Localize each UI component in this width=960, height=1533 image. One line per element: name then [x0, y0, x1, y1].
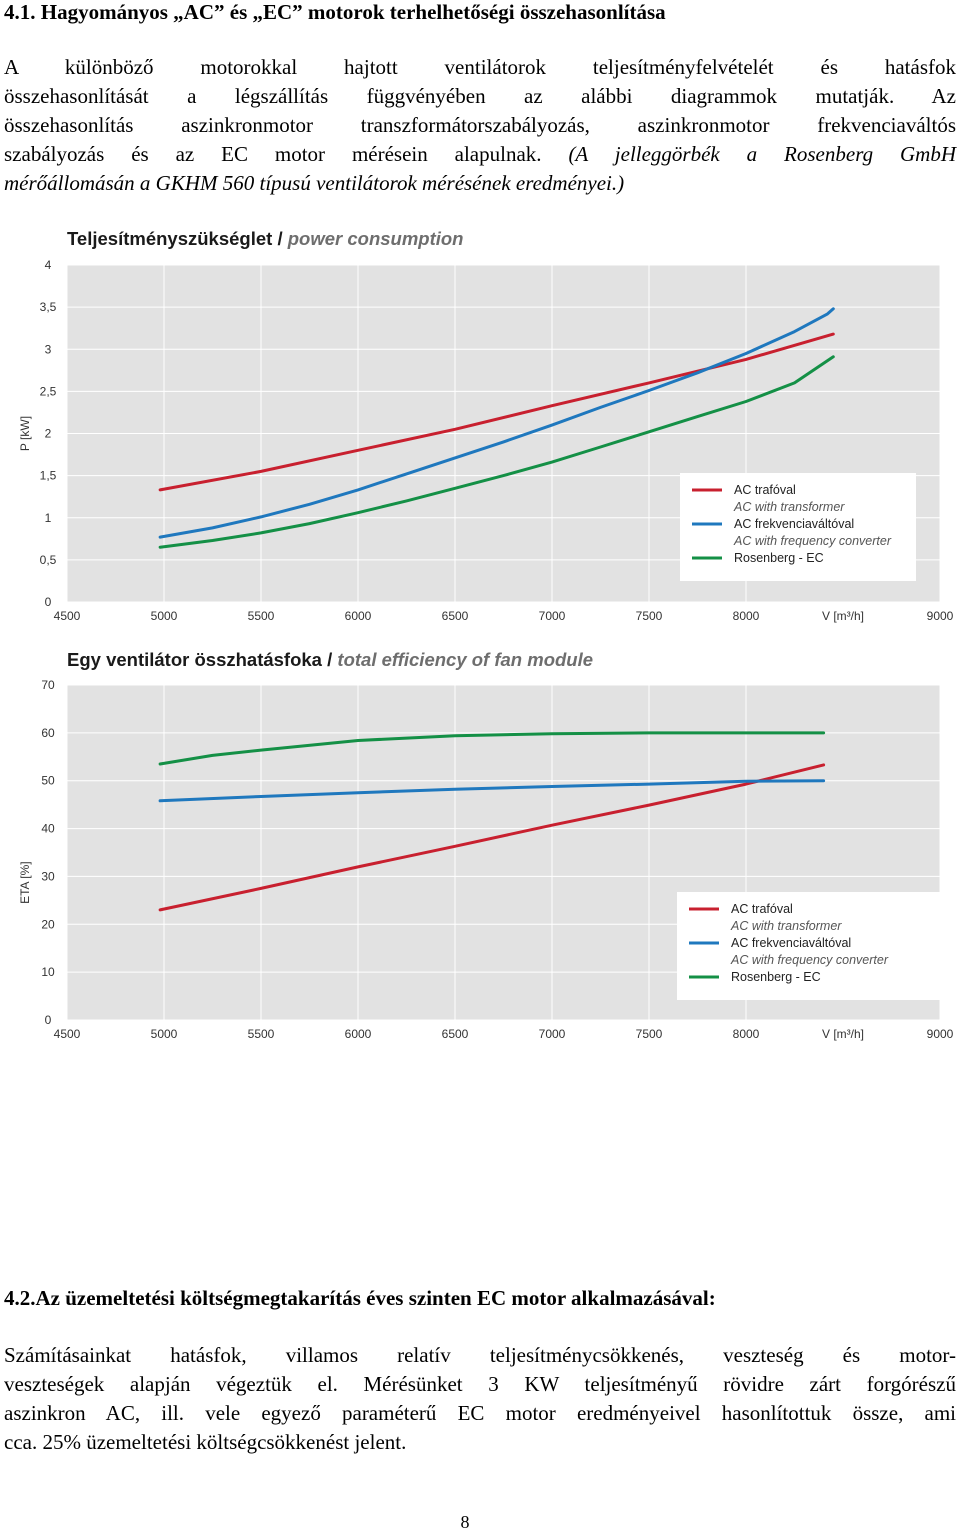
efficiency-chart-svg: Egy ventilátor összhatásfoka / total eff…	[18, 649, 954, 1041]
series-line-3	[158, 355, 835, 549]
x-tick-label: 9000	[927, 1027, 954, 1041]
x-tick-label: 5500	[248, 1027, 275, 1041]
series-line-3	[158, 731, 826, 766]
section-4-2-paragraph: Számításainkat hatásfok, villamos relatí…	[4, 1341, 956, 1457]
legend-label: AC trafóval	[731, 902, 793, 916]
legend: AC trafóval AC with transformer AC frekven…	[680, 473, 916, 581]
chart-title-text: Egy ventilátor összhatásfoka	[67, 649, 323, 670]
paragraph-line: cca. 25% üzemeltetési költségcsökkenést …	[4, 1430, 407, 1454]
series-line-2	[158, 779, 826, 803]
y-tick-label: 10	[41, 965, 55, 979]
series-line-1	[158, 763, 826, 912]
y-axis-label: P [kW]	[18, 416, 32, 451]
x-axis-label: V [m³/h]	[822, 1027, 864, 1041]
chart-title: Egy ventilátor összhatásfoka / total eff…	[67, 649, 593, 670]
y-tick-label: 0,5	[40, 553, 57, 567]
x-tick-label: 5000	[151, 1027, 178, 1041]
paragraph-line: veszteségek alapján végeztük el. Mérésün…	[4, 1372, 956, 1396]
y-tick-label: 2,5	[40, 384, 57, 398]
paragraph-line: összehasonlítás aszinkronmotor transzfor…	[4, 113, 956, 137]
x-tick-label: 6500	[442, 1027, 469, 1041]
x-tick-label: 4500	[54, 1027, 81, 1041]
page-number: 8	[460, 1512, 470, 1532]
x-tick-label: 6000	[345, 1027, 372, 1041]
x-tick-label: 7500	[636, 609, 663, 623]
power-consumption-chart: Teljesítményszükséglet / power consumpti…	[0, 222, 960, 632]
x-tick-label: 5500	[248, 609, 275, 623]
y-tick-label: 0	[45, 1013, 52, 1027]
y-tick-label: 20	[41, 917, 55, 931]
x-tick-label: 6000	[345, 609, 372, 623]
chart-subtitle: power consumption	[287, 228, 464, 249]
x-tick-label: 8000	[733, 1027, 760, 1041]
x-axis-label: V [m³/h]	[822, 609, 864, 623]
y-tick-label: 50	[41, 774, 55, 788]
x-tick-label: 9000	[927, 609, 954, 623]
paragraph-line: Számításainkat hatásfok, villamos relatí…	[4, 1343, 956, 1367]
x-tick-label: 7500	[636, 1027, 663, 1041]
paragraph-line: mérőállomásán a GKHM 560 típusú ventilát…	[4, 171, 625, 195]
section-4-2-heading: 4.2.Az üzemeltetési költségmegtakarítás …	[4, 1286, 716, 1310]
y-axis-label: ETA [%]	[18, 861, 32, 903]
paragraph-line: szabályozás és az EC motor mérésein alap…	[4, 140, 956, 169]
y-tick-label: 1	[45, 511, 52, 525]
legend-sublabel: AC with frequency converter	[733, 534, 892, 548]
legend-label: AC trafóval	[734, 483, 796, 497]
legend-label: Rosenberg - EC	[734, 551, 824, 565]
paragraph-italic-text: (A jelleggörbék a Rosenberg GmbH	[568, 142, 956, 166]
y-tick-label: 3,5	[40, 300, 57, 314]
chart-title-text: Teljesítményszükséglet	[67, 228, 272, 249]
paragraph-line: A különböző motorokkal hajtott ventiláto…	[4, 55, 956, 79]
paragraph-text: szabályozás és az EC motor mérésein alap…	[4, 142, 569, 166]
section-4-1-heading: 4.1. Hagyományos „AC” és „EC” motorok te…	[4, 0, 666, 24]
legend-sublabel: AC with transformer	[733, 500, 845, 514]
x-tick-label: 7000	[539, 609, 566, 623]
legend-label: AC frekvenciaváltóval	[734, 517, 854, 531]
chart-title-separator: /	[322, 649, 337, 670]
chart-subtitle: total efficiency of fan module	[337, 649, 593, 670]
chart-title: Teljesítményszükséglet / power consumpti…	[67, 228, 463, 249]
x-tick-label: 5000	[151, 609, 178, 623]
legend-sublabel: AC with frequency converter	[730, 953, 889, 967]
paragraph-line: aszinkron AC, ill. vele egyező paraméter…	[4, 1401, 956, 1425]
x-tick-label: 7000	[539, 1027, 566, 1041]
x-tick-label: 4500	[54, 609, 81, 623]
x-tick-label: 8000	[733, 609, 760, 623]
x-tick-label: 6500	[442, 609, 469, 623]
series-line-1	[158, 332, 835, 492]
chart-title-separator: /	[272, 228, 287, 249]
y-tick-label: 40	[41, 822, 55, 836]
paragraph-line: összehasonlítását a légszállítás függvén…	[4, 84, 956, 108]
y-tick-label: 0	[45, 595, 52, 609]
legend: AC trafóval AC with transformer AC frekven…	[677, 892, 940, 1000]
legend-box	[677, 892, 940, 1000]
y-tick-label: 2	[45, 427, 52, 441]
legend-label: Rosenberg - EC	[731, 970, 821, 984]
section-4-1-paragraph: A különböző motorokkal hajtott ventiláto…	[4, 53, 956, 198]
power-consumption-chart-svg: Teljesítményszükséglet / power consumpti…	[18, 228, 954, 623]
y-tick-label: 70	[41, 678, 55, 692]
y-tick-label: 1,5	[40, 469, 57, 483]
y-tick-label: 4	[45, 258, 52, 272]
legend-label: AC frekvenciaváltóval	[731, 936, 851, 950]
series-line-2	[158, 307, 835, 539]
legend-sublabel: AC with transformer	[730, 919, 842, 933]
y-tick-label: 3	[45, 342, 52, 356]
y-tick-label: 30	[41, 869, 55, 883]
efficiency-chart: Egy ventilátor összhatásfoka / total eff…	[0, 643, 960, 1053]
y-tick-label: 60	[41, 726, 55, 740]
